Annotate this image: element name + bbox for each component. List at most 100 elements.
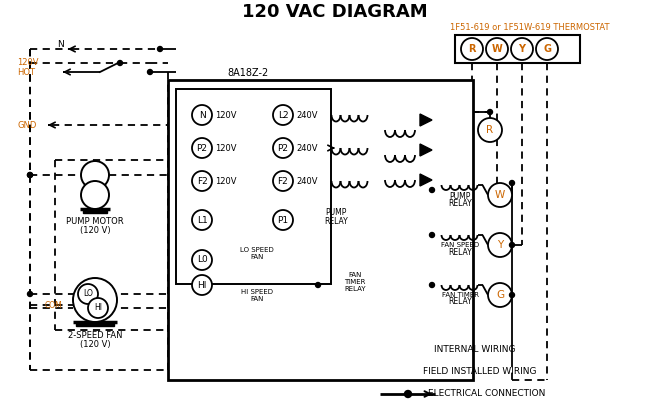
Circle shape <box>273 138 293 158</box>
Text: N: N <box>57 39 64 49</box>
Text: L0: L0 <box>196 256 208 264</box>
Text: HI: HI <box>197 280 206 290</box>
Text: P1: P1 <box>277 215 289 225</box>
Circle shape <box>273 105 293 125</box>
Bar <box>455 35 580 63</box>
Circle shape <box>488 109 492 114</box>
Circle shape <box>509 181 515 186</box>
Circle shape <box>81 181 109 209</box>
Text: COM: COM <box>45 300 63 310</box>
Text: PUMP: PUMP <box>326 207 346 217</box>
Text: RELAY: RELAY <box>344 286 366 292</box>
Text: LO SPEED: LO SPEED <box>240 247 274 253</box>
Circle shape <box>192 275 212 295</box>
Circle shape <box>88 298 108 318</box>
Circle shape <box>81 161 109 189</box>
Bar <box>176 89 331 284</box>
Text: 120V: 120V <box>215 176 237 186</box>
Circle shape <box>78 284 98 304</box>
Text: TIMER: TIMER <box>344 279 366 285</box>
Text: G: G <box>543 44 551 54</box>
Circle shape <box>511 38 533 60</box>
Text: N: N <box>198 111 206 119</box>
Circle shape <box>147 70 153 75</box>
Text: RELAY: RELAY <box>448 248 472 256</box>
Text: R: R <box>486 125 494 135</box>
Circle shape <box>488 283 512 307</box>
Text: PUMP: PUMP <box>450 191 471 201</box>
Text: 240V: 240V <box>296 176 318 186</box>
Circle shape <box>117 60 123 65</box>
Text: (120 V): (120 V) <box>80 339 111 349</box>
Bar <box>83 209 107 213</box>
Text: 120 VAC DIAGRAM: 120 VAC DIAGRAM <box>242 3 428 21</box>
Text: 240V: 240V <box>296 111 318 119</box>
Circle shape <box>405 391 411 398</box>
Circle shape <box>509 243 515 248</box>
Text: 240V: 240V <box>296 143 318 153</box>
Text: 120V: 120V <box>17 57 38 67</box>
Circle shape <box>488 233 512 257</box>
Text: FAN SPEED: FAN SPEED <box>441 242 479 248</box>
Text: 1F51-619 or 1F51W-619 THERMOSTAT: 1F51-619 or 1F51W-619 THERMOSTAT <box>450 23 610 31</box>
Text: (120 V): (120 V) <box>80 225 111 235</box>
Text: FAN: FAN <box>251 254 264 260</box>
Text: 120V: 120V <box>215 143 237 153</box>
Text: L1: L1 <box>196 215 208 225</box>
Circle shape <box>429 282 435 287</box>
Polygon shape <box>420 114 432 126</box>
Text: 8A18Z-2: 8A18Z-2 <box>227 68 269 78</box>
Polygon shape <box>420 144 432 156</box>
Text: 2-SPEED FAN: 2-SPEED FAN <box>68 331 122 339</box>
Text: G: G <box>496 290 504 300</box>
Circle shape <box>192 250 212 270</box>
Text: RELAY: RELAY <box>324 217 348 225</box>
Polygon shape <box>420 174 432 186</box>
Circle shape <box>429 187 435 192</box>
Circle shape <box>486 38 508 60</box>
Bar <box>76 322 114 326</box>
Text: W: W <box>492 44 502 54</box>
Text: Y: Y <box>519 44 525 54</box>
Circle shape <box>157 47 163 52</box>
Text: W: W <box>495 190 505 200</box>
Text: P2: P2 <box>277 143 289 153</box>
Text: HI SPEED: HI SPEED <box>241 289 273 295</box>
Text: 120V: 120V <box>215 111 237 119</box>
Circle shape <box>461 38 483 60</box>
Circle shape <box>192 171 212 191</box>
Text: R: R <box>468 44 476 54</box>
Text: GND: GND <box>17 121 36 129</box>
Text: L2: L2 <box>277 111 288 119</box>
Circle shape <box>73 278 117 322</box>
Circle shape <box>27 173 33 178</box>
Text: PUMP MOTOR: PUMP MOTOR <box>66 217 124 225</box>
Circle shape <box>192 138 212 158</box>
Text: HI: HI <box>94 303 102 313</box>
Circle shape <box>192 210 212 230</box>
Bar <box>168 80 473 380</box>
Circle shape <box>488 183 512 207</box>
Circle shape <box>273 210 293 230</box>
Circle shape <box>509 292 515 297</box>
Text: F2: F2 <box>196 176 208 186</box>
Circle shape <box>478 118 502 142</box>
Circle shape <box>316 282 320 287</box>
Circle shape <box>536 38 558 60</box>
Text: Y: Y <box>497 240 503 250</box>
Circle shape <box>192 105 212 125</box>
Text: FAN: FAN <box>348 272 362 278</box>
Circle shape <box>27 173 33 178</box>
Text: FIELD INSTALLED WIRING: FIELD INSTALLED WIRING <box>423 367 537 377</box>
Text: ELECTRICAL CONNECTION: ELECTRICAL CONNECTION <box>428 390 545 398</box>
Text: FAN TIMER: FAN TIMER <box>442 292 478 298</box>
Circle shape <box>273 171 293 191</box>
Circle shape <box>429 233 435 238</box>
Text: RELAY: RELAY <box>448 297 472 307</box>
Text: FAN: FAN <box>251 296 264 302</box>
Text: P2: P2 <box>196 143 208 153</box>
Text: F2: F2 <box>277 176 288 186</box>
Text: LO: LO <box>83 290 93 298</box>
Circle shape <box>27 292 33 297</box>
Text: HOT: HOT <box>17 67 35 77</box>
